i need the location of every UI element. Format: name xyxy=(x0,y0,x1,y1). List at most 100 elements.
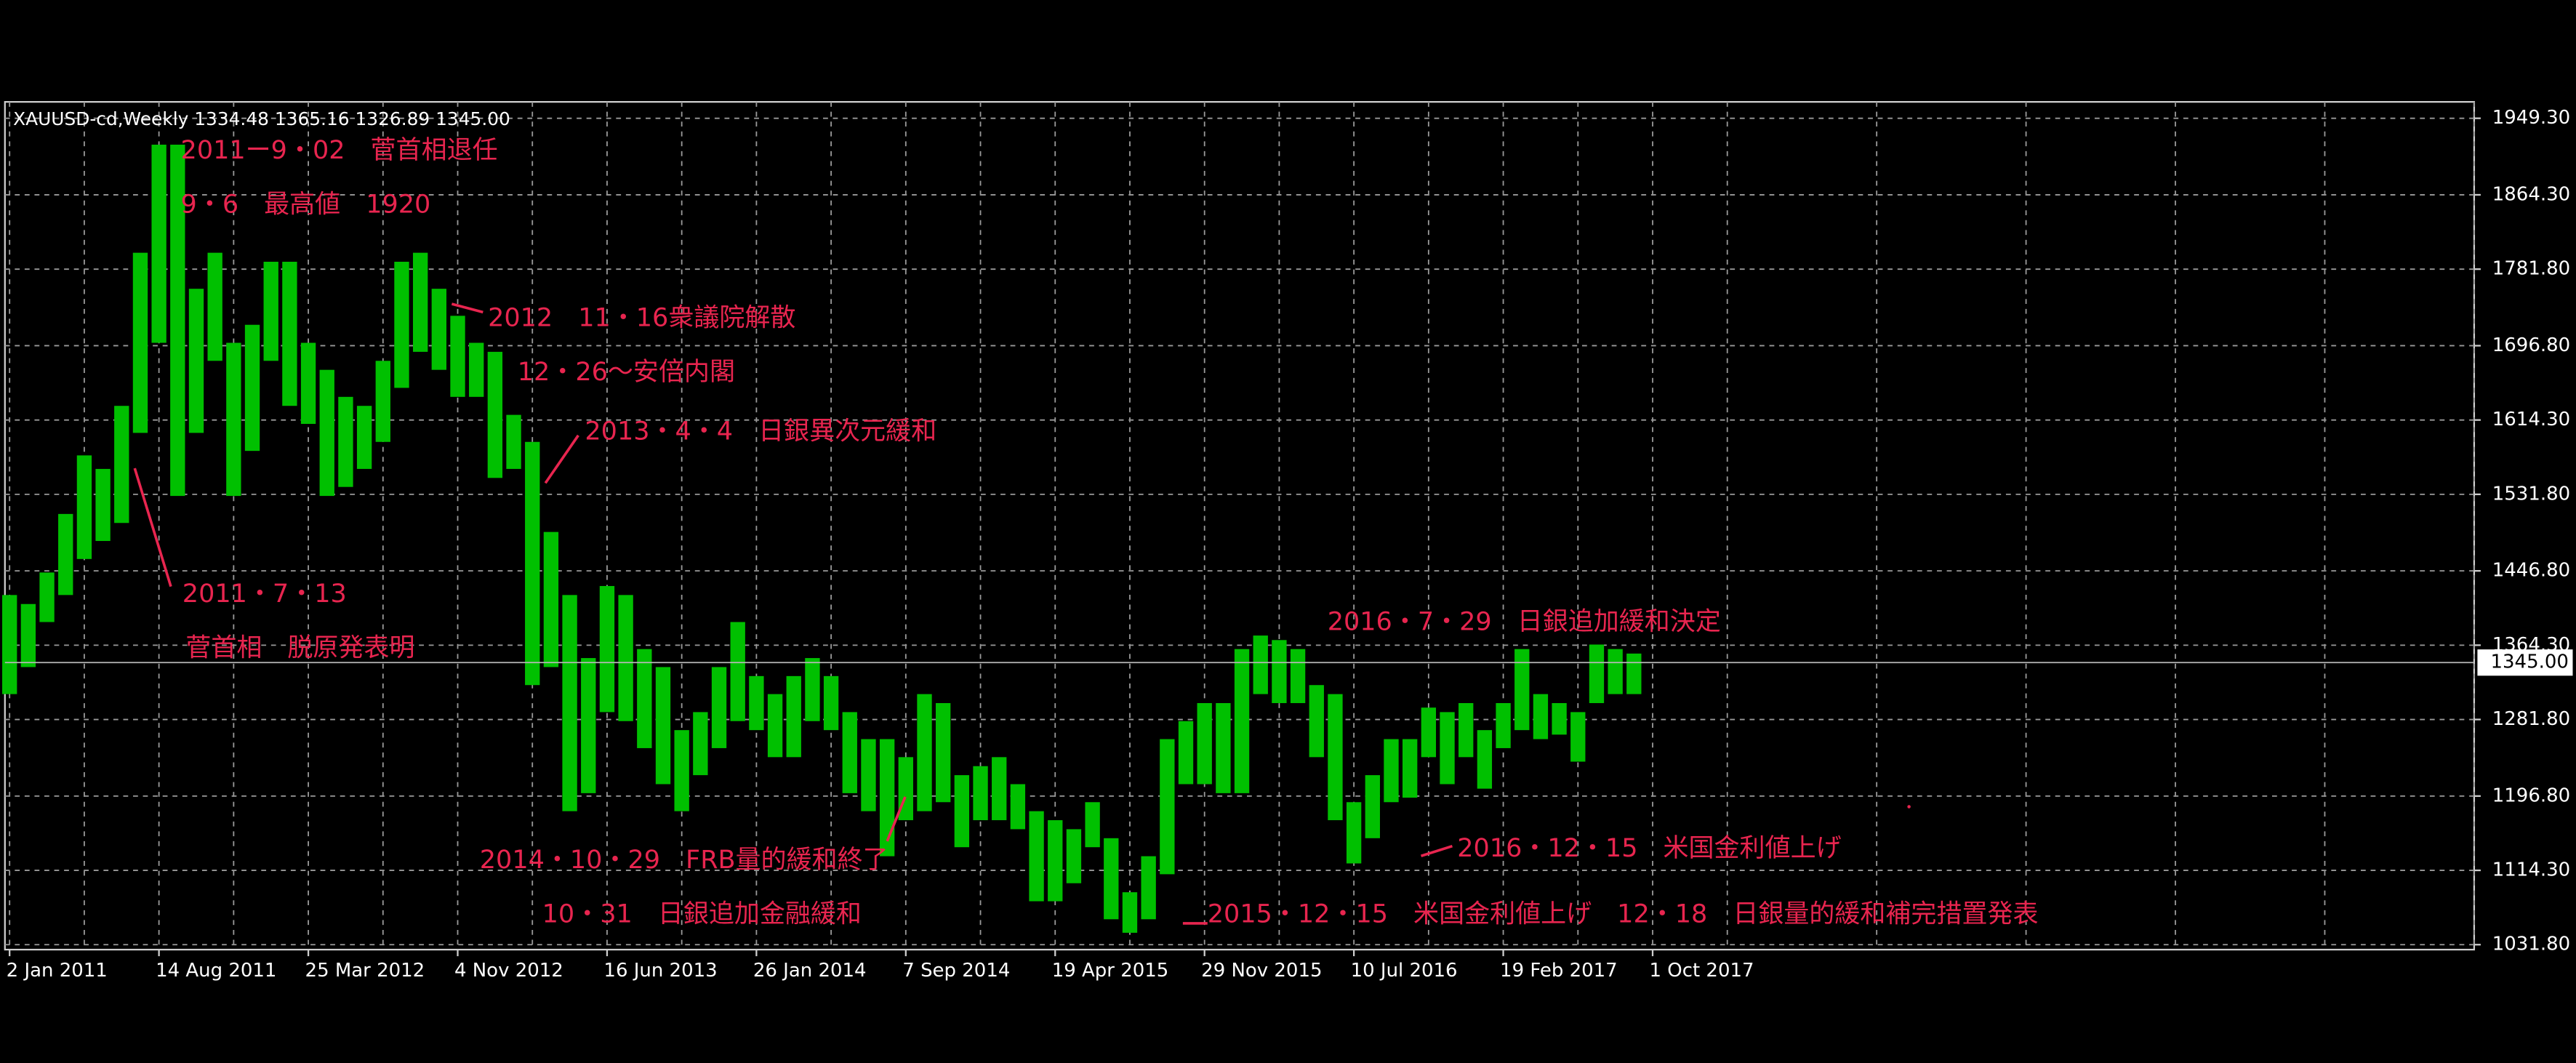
y-tick-label: 1864.30 xyxy=(2492,183,2570,205)
bars xyxy=(2,144,1642,933)
price-bar xyxy=(356,406,372,469)
price-bar xyxy=(431,289,446,370)
pointer xyxy=(886,796,907,842)
price-bar xyxy=(936,703,951,803)
x-tick-label: 10 Jul 2016 xyxy=(1351,960,1458,982)
price-bar xyxy=(1384,739,1399,803)
y-tick-label: 1114.30 xyxy=(2492,859,2570,881)
price-bar xyxy=(805,658,820,721)
price-bar xyxy=(1552,703,1567,735)
price-bar xyxy=(917,694,932,811)
price-bar xyxy=(244,324,260,452)
price-bar xyxy=(506,414,521,469)
y-tick-label: 1281.80 xyxy=(2492,708,2570,730)
annotation: 2011・7・13 xyxy=(182,579,347,609)
price-bar xyxy=(2,595,17,694)
y-tick-label: 1781.80 xyxy=(2492,258,2570,280)
plot-frame xyxy=(4,100,2476,951)
price-bar xyxy=(1029,811,1044,902)
y-tick-label: 1531.80 xyxy=(2492,483,2570,505)
pointer xyxy=(544,434,579,484)
marker-dot xyxy=(1907,805,1911,809)
price-bar xyxy=(1160,739,1175,875)
price-bar xyxy=(469,342,484,397)
price-bar xyxy=(730,622,745,721)
price-bar xyxy=(58,513,73,595)
price-bar xyxy=(1216,703,1231,793)
price-bar xyxy=(76,455,92,559)
price-bar xyxy=(879,739,895,857)
x-tick-label: 26 Jan 2014 xyxy=(753,960,867,982)
price-bar xyxy=(95,468,111,542)
price-bar xyxy=(207,252,222,361)
x-tick-label: 16 Jun 2013 xyxy=(603,960,717,982)
price-bar xyxy=(1085,802,1100,848)
pointer xyxy=(451,302,483,314)
price-bar xyxy=(1066,829,1082,883)
price-bar xyxy=(1234,649,1250,793)
price-bar xyxy=(1272,640,1287,704)
price-bar xyxy=(412,252,428,352)
price-bar xyxy=(954,775,970,848)
price-bar xyxy=(338,396,353,487)
price-bar xyxy=(450,316,465,397)
price-bar xyxy=(1608,649,1623,694)
price-bar xyxy=(842,712,857,793)
y-tick-label: 1446.80 xyxy=(2492,560,2570,582)
price-bar xyxy=(655,667,671,785)
price-bar xyxy=(1290,649,1306,704)
price-bar xyxy=(1010,784,1026,830)
price-bar xyxy=(1178,721,1194,785)
price-bar xyxy=(749,675,764,731)
annotation: 2012 11・16衆議院解散 xyxy=(488,302,795,332)
price-bar xyxy=(525,441,540,686)
x-tick-label: 19 Feb 2017 xyxy=(1500,960,1618,982)
price-bar xyxy=(375,361,390,442)
last-price-label: 1345.00 xyxy=(2491,651,2569,673)
price-bar xyxy=(1328,694,1343,821)
price-bar xyxy=(1496,703,1511,748)
y-tick-label: 1196.80 xyxy=(2492,785,2570,806)
price-bar xyxy=(263,262,278,361)
price-bar xyxy=(618,595,633,721)
annotation: 9・6 最高値 1920 xyxy=(181,189,431,219)
x-tick-label: 1 Oct 2017 xyxy=(1649,960,1754,982)
price-bar xyxy=(637,649,652,748)
price-bar xyxy=(1346,802,1362,864)
price-bar xyxy=(1421,707,1437,758)
price-bar xyxy=(1048,820,1063,902)
price-bar xyxy=(1514,649,1530,731)
annotation: 菅首相 脱原発表明 xyxy=(185,633,414,663)
pointer xyxy=(133,468,172,587)
price-bar xyxy=(543,532,559,667)
y-tick-label: 1949.30 xyxy=(2492,107,2570,129)
price-bar xyxy=(823,675,839,731)
x-tick-label: 25 Mar 2012 xyxy=(305,960,425,982)
price-bar xyxy=(1403,739,1418,798)
price-bar xyxy=(1440,712,1455,785)
price-bar xyxy=(861,739,876,811)
price-bar xyxy=(1122,892,1138,933)
price-bar xyxy=(1570,712,1586,762)
price-bar xyxy=(188,289,204,433)
annotation: 2015・12・15 米国金利値上げ 12・18 日銀量的緩和補完措置発表 xyxy=(1208,899,2039,929)
annotation: 2016・7・29 日銀追加緩和決定 xyxy=(1328,606,1721,636)
price-bar xyxy=(394,262,409,388)
annotation: 10・31 日銀追加金融緩和 xyxy=(542,899,862,929)
price-bar xyxy=(786,675,801,758)
y-tick-label: 1696.80 xyxy=(2492,334,2570,356)
chart-title: XAUUSD-cd,Weekly 1334.48 1365.16 1326.89… xyxy=(13,108,510,129)
price-bar xyxy=(487,351,503,478)
annotation: 12・26～安倍内閣 xyxy=(518,357,735,387)
price-bar xyxy=(1197,703,1212,785)
annotation: 2011ー9・02 菅首相退任 xyxy=(181,135,498,165)
x-tick-label: 29 Nov 2015 xyxy=(1201,960,1322,982)
price-bar xyxy=(1253,635,1268,694)
price-bar xyxy=(1477,730,1493,789)
price-bar xyxy=(1365,775,1380,838)
x-tick-label: 4 Nov 2012 xyxy=(454,960,563,982)
annotation: 2013・4・4 日銀異次元緩和 xyxy=(585,416,936,446)
pointers xyxy=(133,302,1911,925)
price-bar xyxy=(1309,685,1324,758)
